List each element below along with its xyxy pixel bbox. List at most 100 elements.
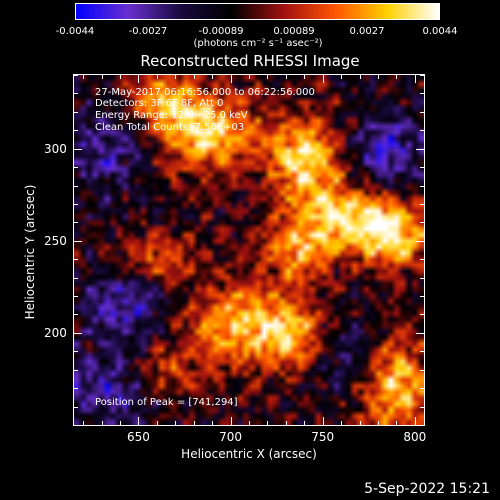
tick-mark (420, 222, 424, 224)
tick-mark (322, 417, 324, 425)
tick-mark (304, 421, 306, 425)
tick-mark (420, 296, 424, 298)
tick-mark (267, 75, 269, 79)
tick-mark (156, 75, 158, 79)
tick-mark (414, 75, 416, 83)
tick-mark (74, 203, 78, 205)
tick-mark (420, 388, 424, 390)
y-tick-label: 200 (44, 325, 67, 340)
colorbar-tick-label: 0.0027 (349, 26, 385, 37)
colorbar-unit: (photons cm⁻² s⁻¹ asec⁻²) (193, 38, 323, 49)
tick-mark (74, 332, 82, 334)
tick-mark (175, 421, 177, 425)
tick-mark (101, 421, 103, 425)
tick-mark (74, 369, 78, 371)
tick-mark (341, 75, 343, 79)
heatmap-image (74, 75, 424, 425)
tick-mark (74, 388, 78, 390)
tick-mark (120, 421, 122, 425)
tick-mark (74, 222, 78, 224)
x-tick-label: 750 (311, 430, 335, 444)
tick-mark (420, 93, 424, 95)
tick-mark (420, 203, 424, 205)
tick-mark (74, 75, 78, 76)
tick-mark (74, 167, 78, 169)
tick-mark (420, 130, 424, 132)
tick-mark (74, 259, 78, 261)
colorbar-tick-label: -0.00089 (198, 26, 244, 37)
plot-area (73, 74, 425, 426)
colorbar-tick-label: -0.0044 (55, 26, 95, 37)
tick-mark (230, 75, 232, 83)
tick-mark (138, 75, 140, 83)
y-tick-label: 250 (44, 233, 67, 248)
x-tick-label: 650 (127, 430, 150, 444)
tick-mark (416, 425, 424, 426)
tick-mark (156, 421, 158, 425)
x-tick-label: 800 (403, 430, 427, 444)
tick-mark (322, 75, 324, 83)
tick-mark (414, 417, 416, 425)
tick-mark (341, 421, 343, 425)
tick-mark (74, 406, 78, 408)
tick-mark (359, 75, 361, 79)
tick-mark (74, 240, 82, 242)
tick-mark (230, 417, 232, 425)
tick-mark (420, 314, 424, 316)
tick-mark (420, 75, 424, 76)
tick-mark (83, 421, 85, 425)
plot-timestamp: 5-Sep-2022 15:21 (364, 481, 490, 497)
tick-mark (416, 240, 424, 242)
x-tick-label: 700 (219, 430, 243, 444)
tick-mark (74, 425, 82, 426)
tick-mark (74, 148, 82, 150)
tick-mark (212, 421, 214, 425)
tick-mark (74, 130, 78, 132)
tick-mark (74, 296, 78, 298)
tick-mark (416, 332, 424, 334)
colorbar-tick-label: 0.00089 (273, 26, 315, 37)
tick-mark (74, 314, 78, 316)
info-detectors: Detectors: 3F 6F 8F, Att 0 (95, 98, 224, 109)
tick-mark (420, 406, 424, 408)
tick-mark (285, 75, 287, 79)
tick-mark (420, 185, 424, 187)
colorbar-tick-label: -0.0027 (128, 26, 168, 37)
x-axis-label: Heliocentric X (arcsec) (181, 447, 317, 461)
tick-mark (249, 75, 250, 79)
tick-mark (359, 421, 361, 425)
tick-mark (74, 351, 78, 353)
tick-mark (396, 421, 398, 425)
tick-mark (74, 277, 78, 279)
tick-mark (420, 167, 424, 169)
tick-mark (120, 75, 122, 79)
tick-mark (396, 75, 398, 79)
chart-title: Reconstructed RHESSI Image (140, 52, 360, 70)
colorbar (75, 3, 440, 20)
info-counts: Clean Total Counts: 7.50E+03 (95, 122, 245, 133)
tick-mark (420, 259, 424, 261)
tick-mark (212, 75, 214, 79)
tick-mark (420, 369, 424, 371)
tick-mark (420, 351, 424, 353)
tick-mark (193, 421, 195, 425)
info-peak-position: Position of Peak = [741,294] (95, 397, 238, 408)
tick-mark (74, 93, 78, 95)
tick-mark (83, 75, 85, 79)
tick-mark (74, 111, 78, 113)
tick-mark (304, 75, 306, 79)
tick-mark (101, 75, 103, 79)
tick-mark (267, 421, 269, 425)
tick-mark (175, 75, 177, 79)
tick-mark (249, 421, 250, 425)
tick-mark (193, 75, 195, 79)
info-energy-range: Energy Range: 12.0 - 25.0 keV (95, 110, 248, 121)
tick-mark (377, 75, 379, 79)
colorbar-tick-label: 0.0044 (422, 26, 458, 37)
y-tick-label: 300 (44, 141, 67, 156)
tick-mark (285, 421, 287, 425)
tick-mark (74, 185, 78, 187)
tick-mark (138, 417, 140, 425)
tick-mark (420, 277, 424, 279)
tick-mark (416, 148, 424, 150)
